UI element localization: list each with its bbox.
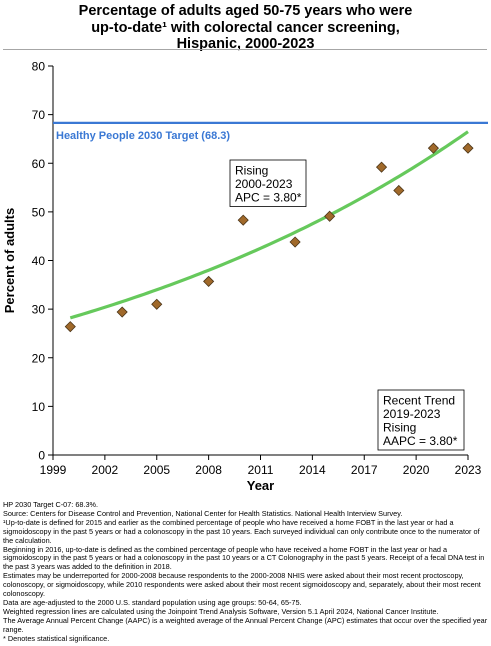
- y-tick-label: 80: [32, 60, 46, 74]
- y-tick-label: 50: [32, 205, 46, 219]
- data-point: [427, 142, 439, 154]
- chart-title-line-1: Percentage of adults aged 50-75 years wh…: [78, 3, 413, 19]
- footnote-age-adjusted: Data are age-adjusted to the 2000 U.S. s…: [3, 597, 302, 607]
- recent-trend-line-4: AAPC = 3.80*: [383, 434, 458, 448]
- data-point: [116, 306, 128, 318]
- x-tick-label: 2020: [403, 463, 430, 477]
- footnotes: HP 2030 Target C-07: 68.3%. Source: Cent…: [3, 500, 489, 644]
- plot-layer: 0 10 20 30 40 50 60 70 80 1999 2002 2005 2008 2011 201…: [32, 60, 488, 477]
- x-tick-label: 1999: [40, 463, 67, 477]
- y-tick-label: 70: [32, 108, 46, 122]
- recent-trend-line-2: 2019-2023: [383, 407, 441, 421]
- data-point: [462, 142, 474, 154]
- footnote-significance: * Denotes statistical significance.: [3, 633, 110, 643]
- segment-annotation-line-1: Rising: [235, 164, 268, 178]
- segment-annotation-line-3: APC = 3.80*: [235, 191, 302, 205]
- trend-line: [69, 130, 469, 320]
- x-tick-label: 2023: [455, 463, 482, 477]
- chart-title: Percentage of adults aged 50-75 years wh…: [0, 3, 491, 53]
- y-tick-label: 40: [32, 254, 46, 268]
- footnote-aapc: The Average Annual Percent Change (AAPC)…: [3, 615, 488, 634]
- footnote-hp-target: HP 2030 Target C-07: 68.3%.: [3, 500, 99, 509]
- footnote-source: Source: Centers for Disease Control and …: [3, 508, 403, 518]
- x-axis-label: Year: [247, 478, 274, 493]
- y-tick-label: 60: [32, 157, 46, 171]
- data-point: [375, 161, 388, 173]
- footnote-definition-2016: Beginning in 2016, up-to-date is defined…: [3, 544, 485, 572]
- data-point: [203, 275, 215, 287]
- y-tick-label: 30: [32, 303, 46, 317]
- data-point: [324, 210, 336, 222]
- y-tick-label: 20: [32, 351, 46, 365]
- footnote-joinpoint: Weighted regression lines are calculated…: [3, 606, 439, 616]
- data-point: [237, 214, 249, 226]
- title-divider: [3, 49, 487, 50]
- footnote-definition-2015: ¹Up-to-date is defined for 2015 and earl…: [3, 517, 480, 545]
- chart-area: 0 10 20 30 40 50 60 70 80 1999 2002 2005 2008 2011 201…: [2, 60, 488, 493]
- recent-trend-annotation: Recent Trend 2019-2023 Rising AAPC = 3.8…: [377, 389, 465, 451]
- x-tick-label: 2011: [248, 463, 274, 477]
- x-tick-label: 2014: [299, 463, 326, 477]
- target-label: Healthy People 2030 Target (68.3): [56, 130, 230, 142]
- data-point: [64, 321, 76, 333]
- recent-trend-line-3: Rising: [383, 421, 416, 435]
- x-tick-label: 2008: [195, 463, 222, 477]
- y-axis-label: Percent of adults: [2, 208, 17, 313]
- segment-annotation-line-2: 2000-2023: [235, 177, 293, 191]
- segment-annotation: Rising 2000-2023 APC = 3.80*: [229, 159, 307, 207]
- x-tick-label: 2017: [351, 463, 378, 477]
- data-point: [151, 298, 163, 310]
- data-point: [289, 236, 301, 248]
- data-point: [393, 184, 405, 197]
- x-tick-label: 2005: [143, 463, 170, 477]
- x-tick-label: 2002: [92, 463, 119, 477]
- footnote-underreported: Estimates may be underreported for 2000-…: [3, 571, 481, 599]
- chart-title-line-2: up-to-date¹ with colorectal cancer scree…: [91, 19, 400, 36]
- y-tick-label: 10: [32, 400, 46, 414]
- recent-trend-line-1: Recent Trend: [383, 394, 455, 408]
- y-tick-label: 0: [38, 449, 45, 463]
- chart-title-line-3: Hispanic, 2000-2023: [176, 36, 315, 52]
